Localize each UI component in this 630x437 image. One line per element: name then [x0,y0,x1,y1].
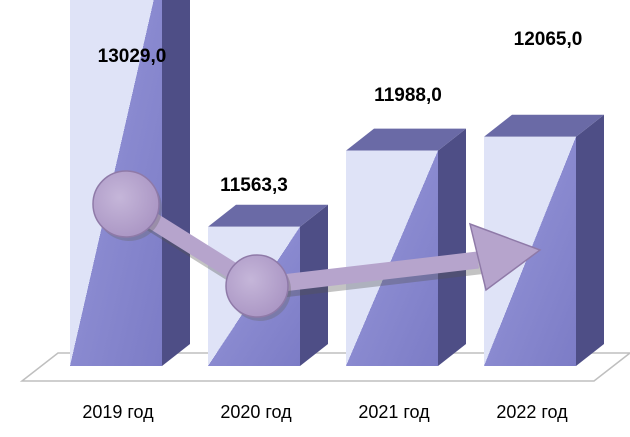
bar-side-face [438,128,466,366]
category-labels-group: 2019 год 2020 год 2021 год 2022 год [82,402,568,422]
chart-floor [19,352,630,382]
value-label: 11563,3 [220,175,288,196]
bar-3 [346,128,466,366]
bar-side-face [576,114,604,366]
value-label: 13029,0 [98,46,167,67]
bar-top-face [208,204,328,227]
trend-arrow [92,170,542,321]
value-labels-group: 13029,0 11563,3 11988,0 12065,0 [98,29,583,196]
bar-side-face [162,0,190,366]
bar-top-face [346,128,466,151]
bar-top-face [484,114,604,137]
category-label: 2019 год [82,402,154,422]
trend-marker [225,254,289,318]
category-label: 2020 год [220,402,292,422]
category-label: 2022 год [496,402,568,422]
floor [19,352,630,382]
trend-marker [92,170,160,238]
value-label: 12065,0 [514,29,583,50]
trend-arrowhead [468,222,542,292]
category-label: 2021 год [358,402,430,422]
trend-arrow-segment [256,251,479,295]
value-label: 11988,0 [374,85,442,106]
